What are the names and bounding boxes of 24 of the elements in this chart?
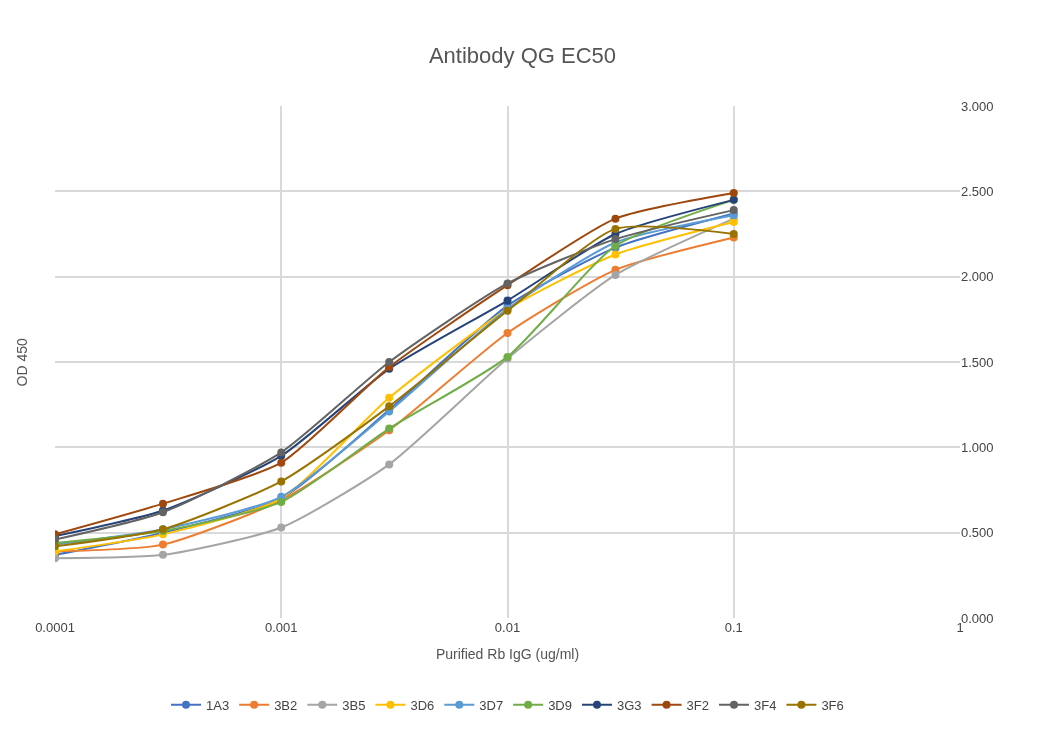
x-tick-label: 0.001 [264,620,298,635]
y-tick-label: 1.000 [961,439,994,455]
x-axis-title: Purified Rb IgG (ug/ml) [435,646,580,663]
legend-label: 3G3 [617,697,642,713]
legend-label: 3D9 [548,697,572,713]
x-tick-label: 0.0001 [35,620,75,635]
x-tick-label: 0.01 [494,620,521,635]
y-tick-label: 2.000 [961,269,994,285]
legend-label: 3F4 [753,697,777,713]
x-tick-label: 0.1 [724,620,743,635]
legend-label: 3B5 [342,697,366,713]
legend-label: 3B2 [274,697,298,713]
chart-title: Antibody QG EC50 [428,43,617,69]
legend-label: 3D7 [479,697,504,713]
y-tick-label: 2.500 [961,183,994,199]
y-tick-label: 0.500 [961,525,994,541]
y-axis-title: OD 450 [14,337,31,387]
y-tick-label: 3.000 [961,98,994,114]
y-tick-label: 0.000 [961,610,994,626]
legend-label: 3D6 [410,697,435,713]
legend-label: 3F6 [821,697,844,713]
legend-label: 3F2 [686,697,709,713]
legend-label: 1A3 [206,697,230,713]
y-tick-label: 1.500 [961,354,994,370]
